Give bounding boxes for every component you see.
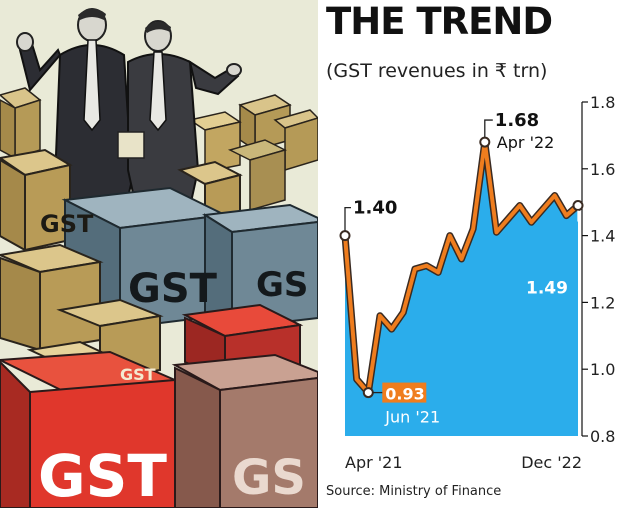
data-point [564,213,568,218]
revenue-area [345,142,578,436]
background-boxes [0,87,318,211]
businessmen-figures [16,8,242,241]
data-point [401,310,405,315]
chart-subtitle: (GST revenues in ₹ trn) [326,60,548,82]
data-point [506,217,510,221]
box-label-2: GST [128,266,218,312]
annotation-value-label: 1.49 [526,279,568,299]
data-point [459,257,464,261]
data-point [494,230,499,234]
box-label-3: GS [256,265,308,305]
annotated-point [339,230,351,242]
tan-lower-boxes [0,243,164,382]
blue-box-right [202,203,318,330]
y-tick-label: 1.8 [590,93,615,112]
annotation-label-bg [382,382,427,403]
y-tick-label: 1.6 [590,160,615,179]
x-tick-label: Dec '22 [521,453,582,472]
trend-chart: 0.8 1.0 1.2 1.4 1.6 1.8 1.40 0.93 Jun '21 1.68 Apr… [339,93,615,472]
annotated-point [572,200,584,212]
annotation-value-label: 0.93 [385,385,424,404]
data-point [436,270,440,274]
chart-source: Source: Ministry of Finance [326,484,502,499]
data-point [413,267,417,271]
annotation-date-label: Jun '21 [384,408,440,427]
callout-line [344,206,351,231]
annotated-point [479,136,491,148]
annotation-date-label: Apr '22 [497,133,555,152]
chart-title: THE TREND [326,0,553,43]
box-label-6: GST [120,365,156,384]
data-point [553,193,557,198]
y-tick-label: 0.8 [590,427,615,446]
red-box-front [0,350,182,508]
chart-panel: THE TREND (GST revenues in ₹ trn) 0.8 1.0… [318,0,620,508]
box-label-1: GST [40,210,94,238]
data-point [448,234,452,238]
annotated-point [362,387,374,399]
y-tick-label: 1.0 [590,360,615,379]
box-label-4: GST [38,442,167,508]
data-point [541,207,545,211]
data-point [424,264,429,268]
gst-illustration: GST GST GS GST GS GST [0,0,318,508]
x-tick-label: Apr '21 [345,453,403,472]
data-point [518,203,522,208]
data-point [471,227,475,231]
data-point [529,220,533,224]
data-point [390,327,394,331]
annotation-value-label: 1.68 [495,110,539,131]
brown-box [171,353,318,508]
data-point [355,377,359,381]
y-tick-label: 1.2 [590,293,615,312]
callout-line [484,119,493,138]
y-tick-label: 1.4 [590,227,615,246]
data-point [378,314,382,318]
box-label-5: GS [232,450,306,506]
annotation-value-label: 1.40 [353,198,397,219]
